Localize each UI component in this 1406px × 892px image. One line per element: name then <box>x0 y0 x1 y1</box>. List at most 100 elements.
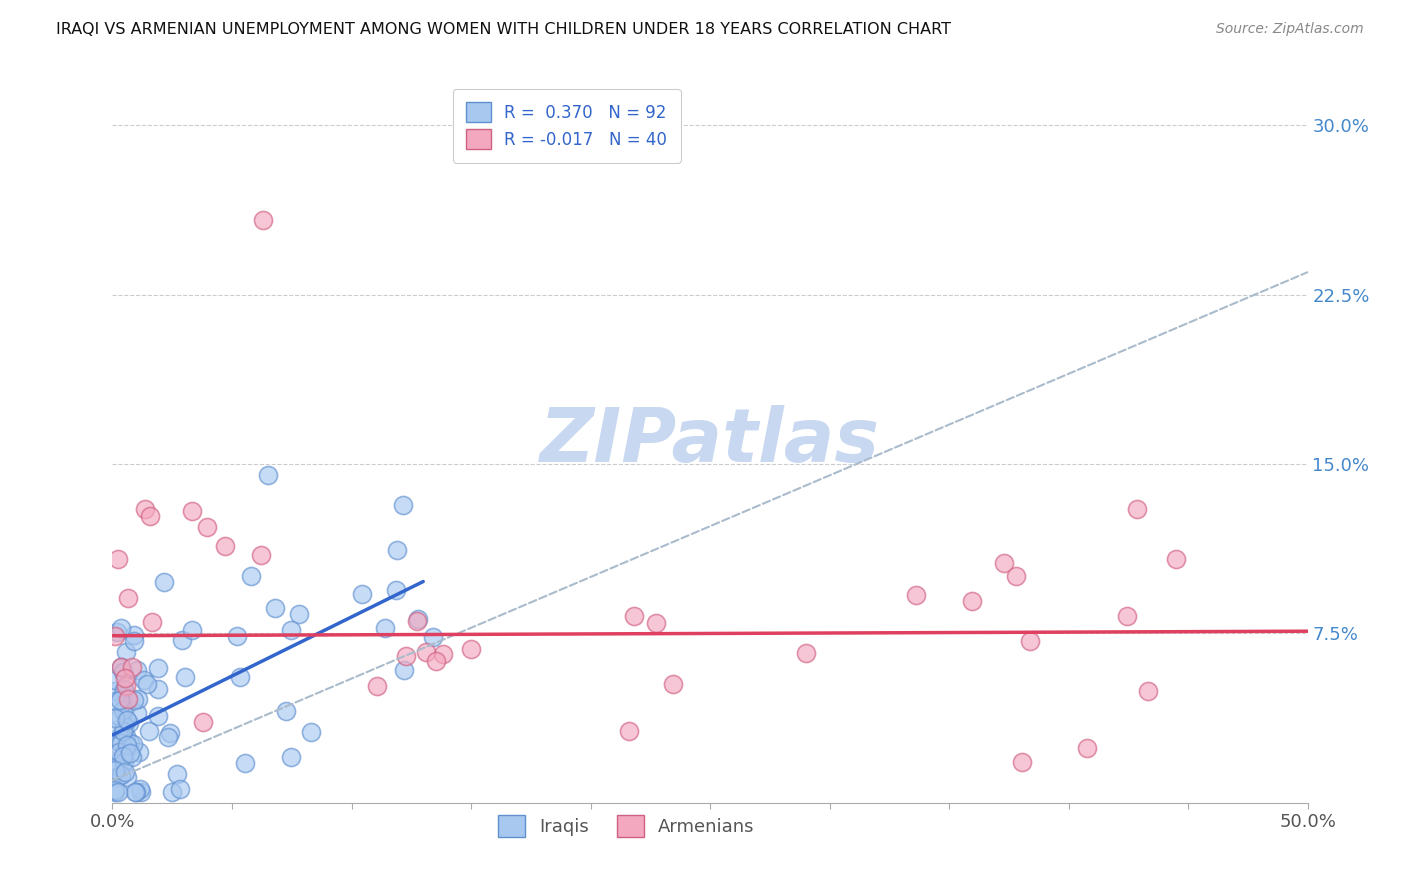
Point <box>250 548 273 562</box>
Point <box>125 663 148 677</box>
Point <box>132 673 155 687</box>
Point <box>114 645 136 659</box>
Point <box>392 498 415 512</box>
Point <box>107 745 129 759</box>
Point <box>121 659 143 673</box>
Point <box>1116 609 1139 624</box>
Point <box>406 612 429 626</box>
Point <box>395 648 418 663</box>
Point <box>110 736 132 750</box>
Point <box>174 670 197 684</box>
Point <box>169 782 191 797</box>
Point <box>114 744 136 758</box>
Point <box>146 660 169 674</box>
Point <box>1076 741 1098 756</box>
Point <box>172 632 194 647</box>
Point <box>166 767 188 781</box>
Point <box>115 690 138 705</box>
Point <box>257 468 280 483</box>
Point <box>299 725 322 739</box>
Point <box>108 692 131 706</box>
Point <box>619 723 641 738</box>
Point <box>125 706 148 720</box>
Point <box>228 670 250 684</box>
Point <box>645 616 668 631</box>
Point <box>288 607 311 621</box>
Point <box>107 552 129 566</box>
Point <box>115 713 138 727</box>
Point <box>962 594 984 608</box>
Point <box>112 756 135 770</box>
Point <box>148 682 170 697</box>
Point <box>118 735 141 749</box>
Point <box>193 715 215 730</box>
Point <box>152 574 174 589</box>
Point <box>107 784 129 798</box>
Point <box>105 759 128 773</box>
Point <box>214 540 236 554</box>
Point <box>385 542 408 557</box>
Point <box>794 646 817 660</box>
Point <box>1011 755 1033 769</box>
Legend: Iraqis, Armenians: Iraqis, Armenians <box>491 808 762 845</box>
Point <box>159 726 181 740</box>
Text: Source: ZipAtlas.com: Source: ZipAtlas.com <box>1216 22 1364 37</box>
Point <box>136 677 159 691</box>
Point <box>112 681 135 696</box>
Point <box>374 621 396 635</box>
Point <box>110 622 132 636</box>
Point <box>118 715 141 730</box>
Point <box>117 696 139 710</box>
Point <box>252 213 274 227</box>
Point <box>104 629 127 643</box>
Point <box>104 784 127 798</box>
Point <box>111 665 134 679</box>
Point <box>111 748 134 763</box>
Point <box>108 722 131 736</box>
Point <box>110 660 132 674</box>
Point <box>110 767 132 781</box>
Point <box>127 692 149 706</box>
Point <box>105 624 128 639</box>
Point <box>115 738 138 752</box>
Point <box>117 770 139 784</box>
Point <box>114 701 136 715</box>
Point <box>124 693 146 707</box>
Point <box>406 614 429 628</box>
Point <box>131 784 153 798</box>
Point <box>181 504 204 518</box>
Point <box>233 756 256 771</box>
Point <box>1136 684 1159 698</box>
Point <box>195 519 218 533</box>
Point <box>128 745 150 759</box>
Point <box>104 673 127 688</box>
Point <box>280 623 302 637</box>
Point <box>422 630 444 644</box>
Point <box>280 750 302 764</box>
Point <box>107 738 129 752</box>
Point <box>156 730 179 744</box>
Point <box>366 679 388 693</box>
Point <box>122 634 145 648</box>
Point <box>125 784 148 798</box>
Point <box>240 569 263 583</box>
Text: ZIPatlas: ZIPatlas <box>540 405 880 478</box>
Point <box>114 764 136 779</box>
Point <box>129 781 152 796</box>
Point <box>114 709 136 723</box>
Point <box>180 623 202 637</box>
Point <box>432 647 454 661</box>
Point <box>110 659 132 673</box>
Point <box>384 582 406 597</box>
Point <box>122 737 145 751</box>
Point <box>112 703 135 717</box>
Point <box>394 663 416 677</box>
Point <box>115 679 138 693</box>
Point <box>460 641 482 656</box>
Point <box>662 676 685 690</box>
Point <box>160 784 183 798</box>
Point <box>1005 568 1028 582</box>
Point <box>112 682 135 697</box>
Point <box>105 694 128 708</box>
Point <box>104 763 127 777</box>
